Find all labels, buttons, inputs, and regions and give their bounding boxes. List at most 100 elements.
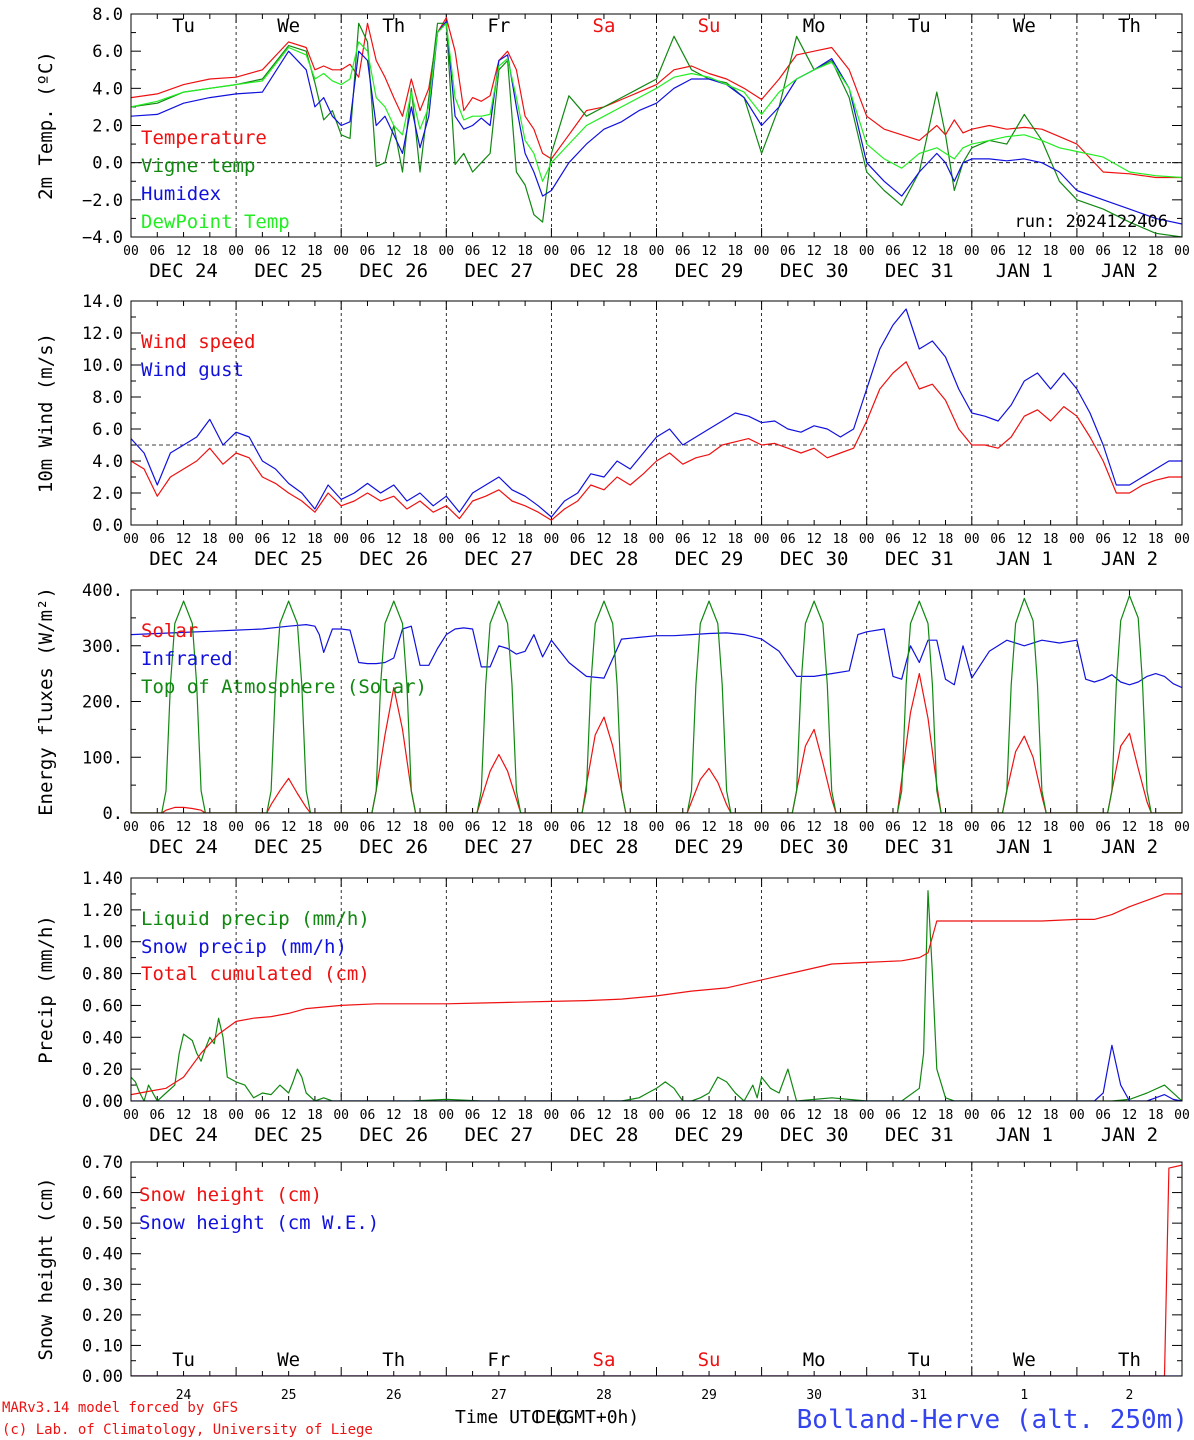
hour-label: 00 xyxy=(123,244,139,259)
panel-2: 14.0 12.0 10.0 8.0 6.0 4.0 2.0 0.0 10m Wind (m/s… xyxy=(35,292,1190,570)
y-tick-label: 14.0 xyxy=(82,292,123,312)
plot-frame xyxy=(130,300,1183,526)
hour-label: 00 xyxy=(228,244,244,259)
hour-label: 06 xyxy=(990,532,1006,547)
panel-1: 8.0 6.0 4.0 2.0 0.0 −2.0 −4.0 2m Temp. (ºC) Temp… xyxy=(35,5,1190,282)
hour-label: 00 xyxy=(859,244,875,259)
hour-label: 18 xyxy=(833,532,849,547)
weekday-label-bottom: Tu xyxy=(172,1349,195,1371)
date-label: DEC 30 xyxy=(780,836,849,858)
legend-entry: Humidex xyxy=(141,183,221,205)
hour-label: 12 xyxy=(281,820,297,835)
hour-label: 12 xyxy=(491,820,507,835)
date-label: JAN 1 xyxy=(996,836,1053,858)
date-label: DEC 29 xyxy=(675,836,744,858)
date-label: JAN 1 xyxy=(996,548,1053,570)
plot-frame xyxy=(130,877,1183,1102)
hour-label: 06 xyxy=(360,532,376,547)
hour-label: 12 xyxy=(1017,532,1033,547)
hour-label: 18 xyxy=(202,532,218,547)
date-label: DEC 24 xyxy=(149,260,218,282)
date-label: DEC 28 xyxy=(570,548,639,570)
legend-entry: Solar xyxy=(141,620,198,642)
y-axis-title: Precip (mm/h) xyxy=(35,915,57,1064)
hour-label: 12 xyxy=(911,244,927,259)
hour-label: 12 xyxy=(386,532,402,547)
hour-label: 18 xyxy=(622,1108,638,1123)
legend-entry: Vigne temp xyxy=(141,155,255,177)
hour-label: 12 xyxy=(911,1108,927,1123)
day-number-label: 26 xyxy=(386,1388,402,1403)
hour-label: 12 xyxy=(281,1108,297,1123)
legend-entry: Total cumulated (cm) xyxy=(141,963,370,985)
hour-label: 18 xyxy=(622,820,638,835)
date-label: DEC 27 xyxy=(465,260,534,282)
y-tick-label: 1.20 xyxy=(82,901,123,921)
hour-label: 06 xyxy=(885,532,901,547)
weekday-label-top: Th xyxy=(382,15,405,37)
date-label: JAN 1 xyxy=(996,1124,1053,1146)
series-group xyxy=(131,1164,1182,1376)
hour-label: 06 xyxy=(570,1108,586,1123)
series-line-liquid-precip-mm-h xyxy=(131,890,1182,1101)
hour-label: 00 xyxy=(123,820,139,835)
hour-label: 06 xyxy=(149,532,165,547)
hour-label: 12 xyxy=(701,532,717,547)
hour-label: 12 xyxy=(596,820,612,835)
hour-label: 00 xyxy=(964,532,980,547)
legend-entry: Temperature xyxy=(141,127,267,149)
weekday-label-bottom: Su xyxy=(698,1349,721,1371)
weekday-label-top: Mo xyxy=(803,15,826,37)
hour-label: 18 xyxy=(412,1108,428,1123)
hour-label: 00 xyxy=(754,820,770,835)
legend-entry: Wind gust xyxy=(141,359,244,381)
y-tick-label: 2.0 xyxy=(92,117,123,137)
date-label: DEC 25 xyxy=(254,1124,323,1146)
y-tick-label: 400. xyxy=(82,581,123,601)
date-label: DEC 28 xyxy=(570,1124,639,1146)
hour-label: 18 xyxy=(1148,820,1164,835)
date-label: DEC 30 xyxy=(780,260,849,282)
series-group xyxy=(131,17,1182,237)
y-tick-label: −4.0 xyxy=(82,228,123,248)
hour-label: 18 xyxy=(938,532,954,547)
hour-label: 06 xyxy=(465,1108,481,1123)
hour-label: 06 xyxy=(780,532,796,547)
y-tick-label: 0.00 xyxy=(82,1367,123,1387)
xaxis-title: Time UTC (GMT+0h) xyxy=(455,1407,639,1428)
series-line-solar xyxy=(131,672,1182,813)
run-label: run: 2024122406 xyxy=(1014,212,1168,232)
weekday-label-bottom: Tu xyxy=(908,1349,931,1371)
y-tick-label: −2.0 xyxy=(82,191,123,211)
legend-entry: Snow precip (mm/h) xyxy=(141,936,347,958)
hour-label: 18 xyxy=(833,1108,849,1123)
hour-label: 12 xyxy=(1017,820,1033,835)
hour-label: 00 xyxy=(859,1108,875,1123)
y-tick-label: 4.0 xyxy=(92,452,123,472)
hour-label: 00 xyxy=(1069,244,1085,259)
hour-label: 06 xyxy=(465,532,481,547)
hour-label: 12 xyxy=(596,244,612,259)
credit-line-2: (c) Lab. of Climatology, University of L… xyxy=(2,1422,373,1438)
weekday-label-bottom: Sa xyxy=(593,1349,616,1371)
hour-label: 06 xyxy=(360,820,376,835)
hour-label: 12 xyxy=(281,532,297,547)
hour-label: 00 xyxy=(1069,1108,1085,1123)
series-group xyxy=(131,308,1182,521)
hour-label: 12 xyxy=(1122,532,1138,547)
hour-label: 00 xyxy=(754,532,770,547)
hour-label: 06 xyxy=(885,820,901,835)
y-tick-label: 0.40 xyxy=(82,1028,123,1048)
weekday-label-top: Su xyxy=(698,15,721,37)
day-number-label: 27 xyxy=(491,1388,507,1403)
date-label: DEC 31 xyxy=(885,260,954,282)
hour-label: 06 xyxy=(255,532,271,547)
series-line-total-cumulated-cm xyxy=(131,893,1182,1096)
weekday-label-bottom: Th xyxy=(382,1349,405,1371)
day-number-label: 1 xyxy=(1020,1388,1028,1403)
hour-label: 18 xyxy=(202,244,218,259)
hour-label: 00 xyxy=(438,820,454,835)
hour-label: 06 xyxy=(675,532,691,547)
y-axis-title: 2m Temp. (ºC) xyxy=(35,51,57,200)
date-label: JAN 1 xyxy=(996,260,1053,282)
